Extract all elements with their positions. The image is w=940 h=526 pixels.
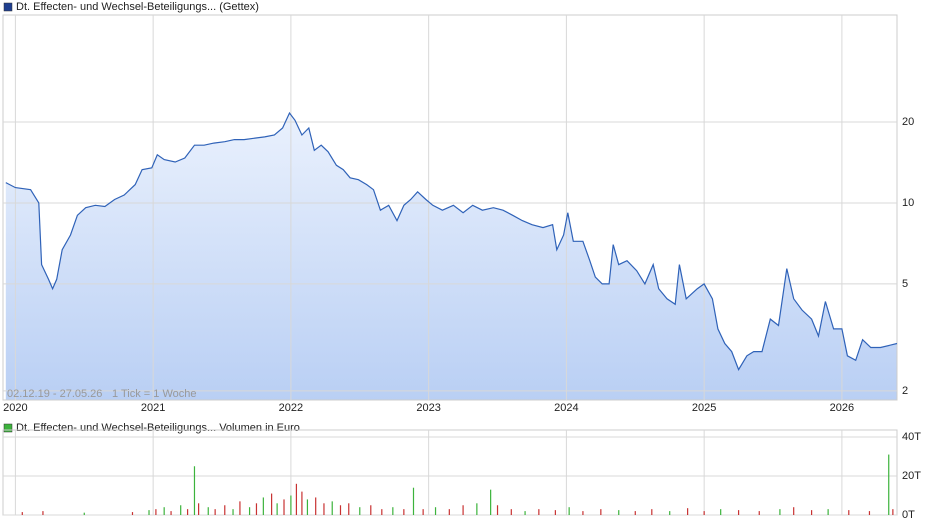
y-tick-label: 5	[902, 278, 908, 290]
volume-bar	[448, 509, 450, 515]
volume-bar	[496, 505, 499, 515]
volume-bar	[651, 509, 653, 515]
volume-bar	[434, 507, 437, 515]
volume-bar	[403, 509, 405, 515]
volume-bar	[255, 503, 258, 515]
x-tick-label: 2023	[416, 402, 440, 414]
volume-bar	[793, 507, 795, 515]
x-tick-label: 2021	[141, 402, 165, 414]
volume-bar	[490, 489, 492, 515]
y-tick-label: 10	[902, 197, 914, 209]
volume-bar	[370, 505, 372, 515]
volume-bar	[827, 509, 829, 515]
volume-bar	[687, 508, 689, 515]
x-tick-label: 2020	[3, 402, 27, 414]
x-tick-label: 2024	[554, 402, 578, 414]
volume-bar	[331, 501, 333, 515]
volume-bar	[462, 505, 464, 515]
volume-bar	[207, 507, 209, 515]
volume-bar	[323, 503, 325, 515]
volume-bar	[42, 511, 44, 515]
volume-bar	[193, 466, 196, 515]
volume-bar	[600, 509, 602, 515]
volume-bar	[634, 511, 636, 515]
volume-bar	[262, 497, 264, 515]
volume-bar	[271, 493, 273, 515]
date-range: 02.12.19 - 27.05.26	[7, 388, 102, 400]
volume-bar	[381, 509, 383, 515]
volume-bar	[359, 507, 361, 515]
volume-bar	[392, 507, 394, 515]
volume-bar	[239, 501, 241, 515]
plot-frame	[2, 429, 898, 516]
volume-bar	[412, 487, 415, 515]
volume-bar	[848, 510, 850, 515]
volume-bar	[224, 505, 226, 515]
y-tick-label: 0T	[902, 509, 915, 521]
y-tick-label: 2	[902, 385, 908, 397]
volume-bar	[810, 510, 813, 515]
volume-bar	[348, 503, 350, 515]
x-tick-label: 2022	[279, 402, 303, 414]
volume-bar	[737, 510, 740, 515]
volume-bar	[779, 509, 781, 515]
legend-swatch	[3, 423, 13, 433]
volume-bar	[888, 454, 890, 515]
price-area	[5, 113, 898, 400]
plot-frame	[2, 14, 898, 401]
y-tick-label: 20T	[902, 470, 921, 482]
volume-bar	[476, 503, 478, 515]
volume-bar	[155, 509, 157, 515]
volume-bar	[131, 512, 134, 515]
x-tick-label: 2025	[692, 402, 716, 414]
volume-bar	[524, 511, 526, 515]
volume-bar	[703, 511, 705, 515]
volume-bar	[276, 503, 278, 515]
volume-bar	[163, 507, 165, 515]
volume-bar	[554, 510, 556, 515]
y-tick-label: 40T	[902, 431, 921, 443]
volume-bar	[198, 503, 200, 515]
volume-bar	[868, 511, 871, 515]
volume-bar	[510, 509, 512, 515]
volume-bar	[618, 510, 620, 515]
volume-bar	[186, 509, 189, 515]
volume-bar	[290, 495, 292, 515]
volume-bar	[214, 509, 216, 515]
volume-bar	[301, 491, 303, 515]
volume-bar	[306, 499, 309, 515]
volume-bar	[148, 510, 150, 515]
volume-bar	[538, 509, 540, 515]
volume-bar	[248, 507, 251, 515]
volume-bar	[568, 507, 570, 515]
volume-bar	[892, 509, 894, 515]
x-tick-label: 2026	[830, 402, 854, 414]
volume-bar	[180, 505, 182, 515]
volume-bar	[170, 511, 172, 515]
volume-bar	[582, 511, 584, 515]
volume-bar	[720, 509, 722, 515]
price-line	[5, 111, 898, 371]
volume-bar	[232, 509, 234, 515]
legend-swatch	[3, 2, 13, 12]
volume-bar	[422, 509, 424, 515]
volume-bar	[758, 511, 760, 515]
y-tick-label: 20	[902, 116, 914, 128]
volume-bar	[21, 512, 23, 515]
tick-note: 1 Tick = 1 Woche	[112, 388, 196, 400]
volume-bar	[295, 483, 298, 515]
volume-bar	[315, 497, 317, 515]
volume-bar	[339, 505, 342, 515]
legend-label: Dt. Effecten- und Wechsel-Beteiligungs..…	[16, 422, 300, 434]
legend-label: Dt. Effecten- und Wechsel-Beteiligungs..…	[16, 1, 259, 13]
volume-bar	[669, 511, 671, 515]
volume-bar	[283, 499, 285, 515]
volume-bar	[83, 512, 85, 515]
